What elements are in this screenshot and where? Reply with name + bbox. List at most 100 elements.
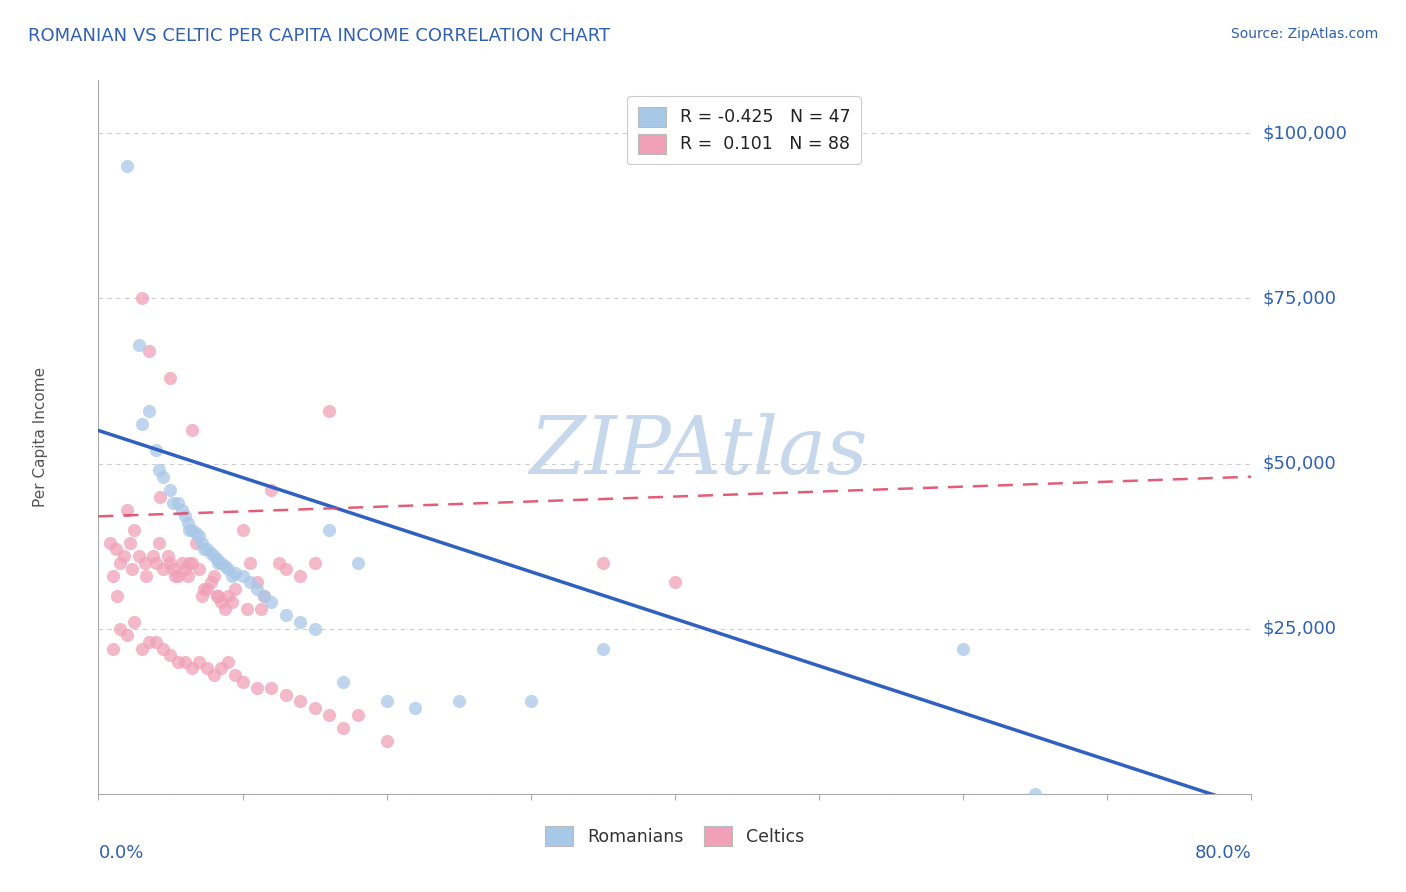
Point xyxy=(188,562,211,576)
Point xyxy=(131,291,153,305)
Point xyxy=(148,463,170,477)
Point xyxy=(274,562,297,576)
Point xyxy=(159,370,181,384)
Point xyxy=(221,595,243,609)
Point xyxy=(224,582,246,596)
Point xyxy=(304,556,326,570)
Point xyxy=(347,556,370,570)
Point xyxy=(166,655,188,669)
Point xyxy=(149,490,172,504)
Point xyxy=(131,641,153,656)
Point xyxy=(181,523,204,537)
Point xyxy=(117,159,139,173)
Text: ROMANIAN VS CELTIC PER CAPITA INCOME CORRELATION CHART: ROMANIAN VS CELTIC PER CAPITA INCOME COR… xyxy=(28,27,610,45)
Point xyxy=(209,661,232,675)
Point xyxy=(159,483,181,497)
Point xyxy=(253,589,276,603)
Point xyxy=(952,641,974,656)
Point xyxy=(304,701,326,715)
Point xyxy=(217,562,239,576)
Point xyxy=(347,707,370,722)
Point xyxy=(207,589,229,603)
Point xyxy=(260,595,283,609)
Point xyxy=(98,536,121,550)
Point xyxy=(174,655,197,669)
Point xyxy=(209,556,232,570)
Text: Per Capita Income: Per Capita Income xyxy=(34,367,48,508)
Text: $75,000: $75,000 xyxy=(1263,289,1337,308)
Point xyxy=(193,582,215,596)
Point xyxy=(186,536,208,550)
Point xyxy=(253,589,276,603)
Point xyxy=(170,502,193,516)
Point xyxy=(318,403,340,417)
Point xyxy=(195,542,218,557)
Point xyxy=(128,337,150,351)
Point xyxy=(145,556,167,570)
Point xyxy=(209,595,232,609)
Point xyxy=(104,542,127,557)
Point xyxy=(152,562,174,576)
Point xyxy=(105,589,128,603)
Point xyxy=(191,589,214,603)
Point xyxy=(664,575,686,590)
Point xyxy=(290,615,312,629)
Point xyxy=(142,549,165,563)
Point xyxy=(170,556,193,570)
Point xyxy=(260,681,283,695)
Point xyxy=(236,602,259,616)
Point xyxy=(162,496,184,510)
Point xyxy=(108,556,131,570)
Legend: Romanians, Celtics: Romanians, Celtics xyxy=(536,815,814,856)
Point xyxy=(260,483,283,497)
Text: $100,000: $100,000 xyxy=(1263,124,1347,142)
Point xyxy=(239,556,262,570)
Point xyxy=(290,694,312,708)
Point xyxy=(188,655,211,669)
Point xyxy=(188,529,211,543)
Point xyxy=(162,562,184,576)
Point xyxy=(205,552,228,566)
Point xyxy=(290,569,312,583)
Point xyxy=(152,469,174,483)
Point xyxy=(163,569,186,583)
Point xyxy=(207,556,229,570)
Point xyxy=(214,558,236,573)
Text: $25,000: $25,000 xyxy=(1263,620,1337,638)
Point xyxy=(205,589,228,603)
Point xyxy=(520,694,543,708)
Point xyxy=(186,525,208,540)
Point xyxy=(191,536,214,550)
Point xyxy=(447,694,470,708)
Point xyxy=(231,569,254,583)
Point xyxy=(239,575,262,590)
Point xyxy=(217,655,239,669)
Point xyxy=(181,556,204,570)
Point xyxy=(179,523,201,537)
Point xyxy=(131,417,153,431)
Point xyxy=(217,589,239,603)
Point xyxy=(117,502,139,516)
Point xyxy=(177,569,200,583)
Point xyxy=(174,562,197,576)
Point xyxy=(375,734,398,748)
Point xyxy=(135,569,157,583)
Point xyxy=(231,674,254,689)
Point xyxy=(202,569,225,583)
Point xyxy=(202,549,225,563)
Point xyxy=(195,582,218,596)
Point xyxy=(250,602,273,616)
Point xyxy=(152,641,174,656)
Point xyxy=(138,635,160,649)
Point xyxy=(134,556,156,570)
Text: 0.0%: 0.0% xyxy=(98,844,143,862)
Point xyxy=(138,344,160,359)
Text: $50,000: $50,000 xyxy=(1263,455,1336,473)
Point xyxy=(128,549,150,563)
Point xyxy=(405,701,427,715)
Point xyxy=(274,688,297,702)
Point xyxy=(246,575,269,590)
Point xyxy=(200,546,222,560)
Text: 80.0%: 80.0% xyxy=(1195,844,1251,862)
Point xyxy=(181,424,204,438)
